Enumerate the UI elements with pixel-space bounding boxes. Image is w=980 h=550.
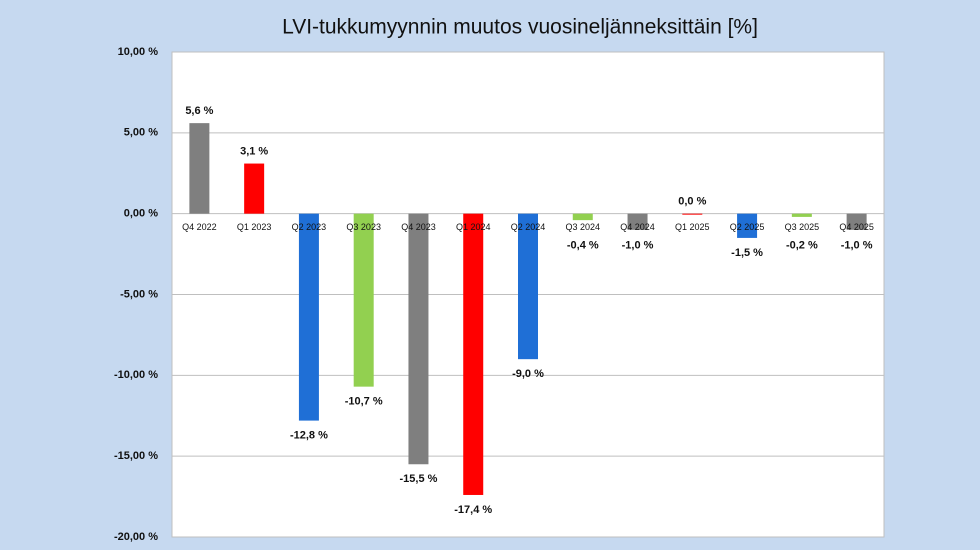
x-tick-label: Q3 2023	[346, 222, 381, 232]
x-tick-label: Q2 2024	[511, 222, 546, 232]
x-tick-label: Q2 2025	[730, 222, 765, 232]
bar	[298, 213, 319, 421]
x-tick-label: Q3 2024	[566, 222, 601, 232]
value-label: -1,5 %	[731, 247, 763, 259]
bar	[737, 213, 758, 238]
x-tick-label: Q1 2024	[456, 222, 491, 232]
value-label: 3,1 %	[240, 145, 268, 157]
y-tick-label: -5,00 %	[120, 288, 158, 300]
chart-title: LVI-tukkumyynnin muutos vuosineljänneksi…	[282, 16, 758, 39]
value-label: 5,6 %	[185, 105, 213, 117]
value-label: -17,4 %	[454, 504, 492, 516]
y-tick-label: -10,00 %	[114, 369, 158, 381]
bar	[463, 213, 484, 495]
bar	[627, 213, 648, 230]
bar	[189, 123, 210, 214]
x-tick-label: Q4 2023	[401, 222, 436, 232]
y-tick-label: -15,00 %	[114, 450, 158, 462]
bar	[682, 213, 703, 215]
value-label: -9,0 %	[512, 368, 544, 380]
x-tick-label: Q3 2025	[785, 222, 820, 232]
value-label: 0,0 %	[678, 196, 706, 208]
bar	[791, 213, 812, 217]
x-tick-label: Q1 2023	[237, 222, 272, 232]
x-tick-label: Q4 2022	[182, 222, 217, 232]
y-tick-label: -20,00 %	[114, 531, 158, 543]
x-tick-label: Q4 2024	[620, 222, 655, 232]
value-label: -0,4 %	[567, 240, 599, 252]
value-label: -10,7 %	[345, 396, 383, 408]
bar	[572, 213, 593, 221]
y-tick-label: 10,00 %	[118, 46, 159, 58]
value-label: -1,0 %	[841, 240, 873, 252]
y-tick-label: 5,00 %	[124, 127, 158, 139]
x-tick-label: Q1 2025	[675, 222, 710, 232]
bar	[244, 163, 265, 214]
x-tick-label: Q4 2025	[839, 222, 874, 232]
bar	[353, 213, 374, 387]
bar	[518, 213, 538, 360]
value-label: -0,2 %	[786, 240, 818, 252]
value-label: -1,0 %	[622, 240, 654, 252]
value-label: -12,8 %	[290, 430, 328, 442]
y-tick-label: 0,00 %	[124, 208, 158, 220]
bar	[408, 213, 429, 465]
bar	[846, 213, 867, 230]
value-label: -15,5 %	[400, 473, 438, 485]
x-tick-label: Q2 2023	[292, 222, 327, 232]
